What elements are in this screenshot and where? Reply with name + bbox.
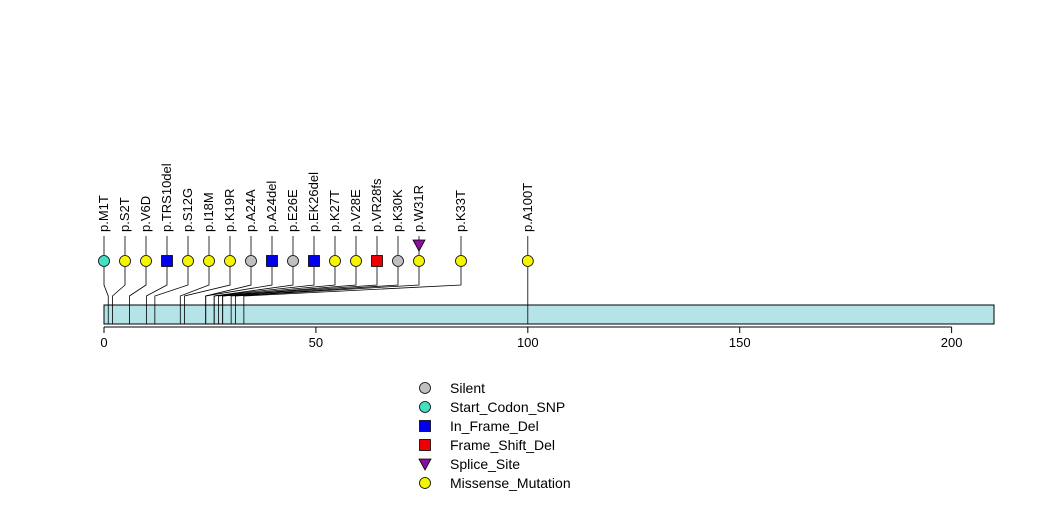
connector-15 bbox=[230, 267, 399, 324]
mutation-marker-12 bbox=[329, 255, 341, 267]
mutation-label-10: p.E26E bbox=[285, 189, 300, 232]
connector-4 bbox=[145, 267, 168, 324]
mutation-marker-11 bbox=[308, 255, 320, 267]
legend-marker-4 bbox=[419, 439, 431, 451]
legend-marker-2 bbox=[419, 401, 431, 413]
connector-12 bbox=[218, 267, 336, 324]
connector-6 bbox=[179, 267, 210, 324]
connector-9 bbox=[205, 267, 273, 324]
mutation-marker-13 bbox=[350, 255, 362, 267]
mutation-label-7: p.K19R bbox=[222, 189, 237, 232]
mutation-marker-5 bbox=[182, 255, 194, 267]
mutation-marker-14 bbox=[371, 255, 383, 267]
legend-marker-3 bbox=[419, 420, 431, 432]
connector-1 bbox=[103, 267, 109, 324]
mutation-label-15: p.K30K bbox=[390, 189, 405, 232]
mutation-marker-7 bbox=[224, 255, 236, 267]
connector-5 bbox=[154, 267, 189, 324]
mutation-label-14: p.VR28fs bbox=[369, 178, 384, 232]
mutation-label-3: p.V6D bbox=[138, 196, 153, 232]
legend-marker-1 bbox=[419, 382, 431, 394]
mutation-label-5: p.S12G bbox=[180, 188, 195, 232]
connector-16 bbox=[234, 267, 420, 324]
mutation-marker-4 bbox=[161, 255, 173, 267]
mutation-label-9: p.A24del bbox=[264, 181, 279, 232]
mutation-label-6: p.I18M bbox=[201, 192, 216, 232]
mutation-marker-15 bbox=[392, 255, 404, 267]
mutation-marker-17 bbox=[412, 239, 426, 252]
legend-label-6: Missense_Mutation bbox=[450, 475, 571, 491]
connector-11 bbox=[213, 267, 315, 324]
x-tick-label-50: 50 bbox=[309, 335, 323, 350]
mutation-marker-1 bbox=[98, 255, 110, 267]
connector-3 bbox=[129, 267, 147, 324]
mutation-label-12: p.K27T bbox=[327, 190, 342, 232]
connector-18 bbox=[243, 267, 462, 324]
legend-marker-5 bbox=[418, 458, 432, 471]
mutation-marker-2 bbox=[119, 255, 131, 267]
mutation-marker-3 bbox=[140, 255, 152, 267]
mutation-label-18: p.K33T bbox=[453, 190, 468, 232]
mutation-marker-16 bbox=[413, 255, 425, 267]
mutation-marker-18 bbox=[455, 255, 467, 267]
x-tick-label-0: 0 bbox=[100, 335, 107, 350]
mutation-label-4: p.TRS10del bbox=[159, 163, 174, 232]
legend-label-4: Frame_Shift_Del bbox=[450, 437, 555, 453]
mutation-label-8: p.A24A bbox=[243, 189, 258, 232]
legend-label-2: Start_Codon_SNP bbox=[450, 399, 565, 415]
x-tick-label-200: 200 bbox=[941, 335, 963, 350]
mutation-label-11: p.EK26del bbox=[306, 172, 321, 232]
protein-bar bbox=[103, 304, 995, 325]
legend-label-5: Splice_Site bbox=[450, 456, 520, 472]
mutation-marker-8 bbox=[245, 255, 257, 267]
x-tick-label-100: 100 bbox=[517, 335, 539, 350]
legend-label-3: In_Frame_Del bbox=[450, 418, 539, 434]
mutation-label-19: p.A100T bbox=[520, 183, 535, 232]
mutation-marker-6 bbox=[203, 255, 215, 267]
mutation-marker-19 bbox=[521, 255, 534, 267]
connector-7 bbox=[184, 267, 231, 324]
mutation-label-2: p.S2T bbox=[117, 197, 132, 232]
mutation-marker-9 bbox=[266, 255, 278, 267]
mutation-label-16: p.W31R bbox=[411, 185, 426, 232]
legend-label-1: Silent bbox=[450, 380, 485, 396]
mutation-label-1: p.M1T bbox=[96, 195, 111, 232]
connector-2 bbox=[112, 267, 126, 324]
x-tick-label-150: 150 bbox=[729, 335, 751, 350]
mutation-label-13: p.V28E bbox=[348, 189, 363, 232]
connector-14 bbox=[222, 267, 378, 324]
legend-marker-6 bbox=[419, 477, 431, 489]
mutation-marker-10 bbox=[287, 255, 299, 267]
